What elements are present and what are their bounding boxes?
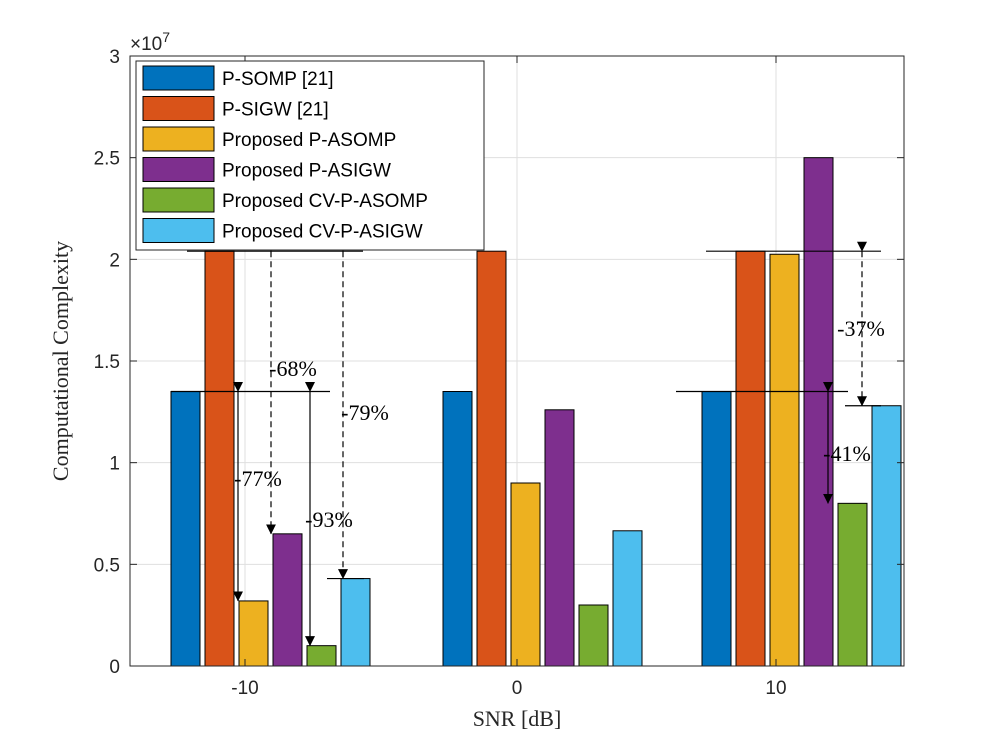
bar: [238, 600, 269, 667]
legend-label: Proposed P-ASIGW: [222, 161, 391, 182]
bar: [306, 645, 337, 667]
bar: [612, 530, 643, 667]
x-tick-label: -10: [231, 678, 258, 699]
y-tick-label: 3: [109, 47, 120, 68]
bar: [837, 502, 868, 667]
percentage-annotation: -68%: [269, 356, 317, 381]
y-tick-label: 0.5: [94, 555, 120, 576]
bar: [544, 409, 575, 667]
percentage-annotation: -93%: [305, 507, 353, 532]
percentage-annotation: -41%: [823, 441, 871, 466]
y-exponent-power: 7: [162, 29, 170, 45]
y-tick-label: 2: [109, 250, 120, 271]
percentage-annotation: -77%: [234, 466, 282, 491]
y-exponent: ×107: [130, 29, 170, 55]
legend-label: Proposed CV-P-ASOMP: [222, 191, 428, 212]
legend-swatch: [142, 157, 215, 182]
percentage-annotation: -37%: [837, 316, 885, 341]
bar: [204, 250, 235, 667]
bar: [871, 405, 902, 667]
legend-swatch: [142, 218, 215, 243]
y-tick-label: 0: [109, 657, 120, 678]
bar: [769, 253, 800, 667]
legend-label: P-SOMP [21]: [222, 69, 334, 90]
bar: [340, 578, 371, 667]
bar: [701, 391, 732, 667]
legend-swatch: [142, 65, 215, 91]
bar: [476, 250, 507, 667]
legend-swatch: [142, 96, 215, 121]
bar: [170, 391, 201, 667]
bar: [442, 391, 473, 667]
bar: [803, 157, 834, 667]
legend: P-SOMP [21] P-SIGW [21] Proposed P-ASOMP Pr…: [135, 60, 485, 251]
bar: [272, 533, 303, 667]
bars: [170, 157, 902, 667]
bar: [578, 604, 609, 667]
ticks: 0 0.5 1 1.5 2 2.5 3 -10 0 10: [94, 47, 904, 699]
x-tick-label: 0: [512, 678, 523, 699]
y-tick-label: 1: [109, 454, 120, 475]
x-tick-label: 10: [765, 678, 786, 699]
legend-swatch: [142, 126, 215, 152]
y-axis-label: Computational Complexity: [48, 241, 73, 481]
annotations: -68% -79% -77% -93% -37% -41%: [171, 241, 885, 647]
legend-swatch: [142, 187, 215, 213]
legend-label: Proposed CV-P-ASIGW: [222, 222, 423, 243]
legend-label: Proposed P-ASOMP: [222, 130, 396, 151]
x-axis-label: SNR [dB]: [473, 706, 562, 731]
y-tick-label: 1.5: [94, 352, 120, 373]
y-tick-label: 2.5: [94, 149, 120, 170]
bar: [510, 482, 541, 667]
bar: [735, 250, 766, 667]
percentage-annotation: -79%: [341, 400, 389, 425]
legend-label: P-SIGW [21]: [222, 100, 329, 121]
